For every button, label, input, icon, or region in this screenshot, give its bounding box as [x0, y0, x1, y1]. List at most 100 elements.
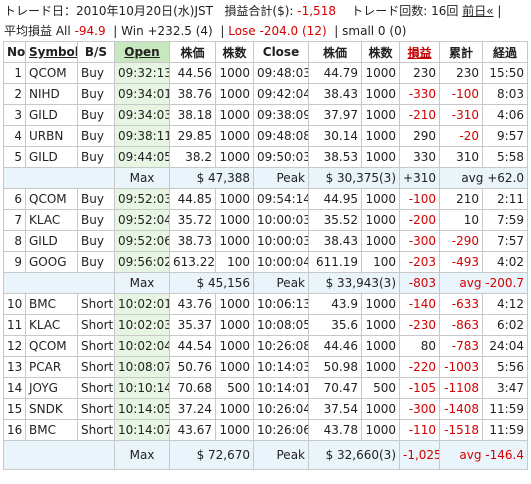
- prev-day-link[interactable]: 前日: [462, 4, 487, 18]
- cell-elapsed: 7:57: [482, 230, 528, 252]
- win-stats: Win +232.5 (4): [121, 24, 213, 38]
- table-row: 4 URBN Buy 09:38:11 29.85 1000 09:48:08 30.14 10…: [3, 125, 528, 147]
- cell-close-time: 09:54:14: [253, 188, 309, 210]
- cell-cumulative: -633: [439, 293, 483, 315]
- cell-no: 5: [3, 146, 26, 168]
- cell-close-price: 38.53: [308, 146, 362, 168]
- cell-open-price: 35.72: [169, 209, 216, 231]
- cell-open-price: 44.56: [169, 62, 216, 84]
- avg-pl-label: 平均損益: [4, 24, 53, 38]
- summary-peak-value: $ 32,660(3): [308, 440, 400, 470]
- cell-close-price: 35.6: [308, 314, 362, 336]
- cell-bs: Buy: [77, 146, 115, 168]
- cell-symbol: PCAR: [25, 356, 78, 378]
- col-header-elapsed: 経過: [482, 41, 528, 63]
- table-row: 5 GILD Buy 09:44:05 38.2 1000 09:50:03 38.53 100…: [3, 146, 528, 168]
- col-header-no: No: [3, 41, 26, 63]
- cell-close-price: 44.95: [308, 188, 362, 210]
- header-line-2: 平均損益 All -94.9 | Win +232.5 (4) | Lose -…: [0, 20, 531, 40]
- cell-close-time: 10:26:06: [253, 419, 309, 441]
- summary-max-label: Max: [114, 167, 170, 189]
- cell-open-time: 10:02:04: [114, 335, 170, 357]
- cell-open-shares: 1000: [215, 356, 254, 378]
- cell-bs: Buy: [77, 188, 115, 210]
- table-row: 16 BMC Short 10:14:07 43.67 1000 10:26:06 43.78…: [3, 419, 528, 441]
- cell-elapsed: 4:12: [482, 293, 528, 315]
- cell-pl: -105: [399, 377, 440, 399]
- cell-close-shares: 100: [361, 251, 400, 273]
- header-line-1: トレード日：2010年10月20日(水)JST 損益合計($): -1,518 …: [0, 0, 531, 20]
- separator: |: [497, 4, 502, 18]
- col-header-symbol[interactable]: Symbol: [25, 41, 78, 63]
- cell-close-shares: 1000: [361, 314, 400, 336]
- cell-open-shares: 1000: [215, 419, 254, 441]
- cell-close-time: 10:08:05: [253, 314, 309, 336]
- col-header-open-shares: 株数: [215, 41, 254, 63]
- cell-symbol: JOYG: [25, 377, 78, 399]
- date-label: トレード日：: [4, 4, 77, 18]
- cell-cumulative: 310: [439, 146, 483, 168]
- cell-cumulative: -1108: [439, 377, 483, 399]
- cell-elapsed: 9:57: [482, 125, 528, 147]
- cell-bs: Buy: [77, 209, 115, 231]
- cell-pl: 230: [399, 62, 440, 84]
- cell-pl: 290: [399, 125, 440, 147]
- separator: |: [113, 24, 118, 38]
- col-header-open[interactable]: Open: [114, 41, 170, 63]
- cell-close-price: 37.97: [308, 104, 362, 126]
- col-header-pl[interactable]: 損益: [399, 41, 440, 63]
- cell-open-time: 10:14:05: [114, 398, 170, 420]
- cell-close-shares: 1000: [361, 230, 400, 252]
- cell-close-time: 09:48:03: [253, 62, 309, 84]
- cell-close-shares: 1000: [361, 125, 400, 147]
- cell-bs: Buy: [77, 251, 115, 273]
- cell-open-shares: 1000: [215, 335, 254, 357]
- cell-close-shares: 1000: [361, 62, 400, 84]
- cell-close-price: 70.47: [308, 377, 362, 399]
- cell-open-price: 38.18: [169, 104, 216, 126]
- cell-close-price: 44.46: [308, 335, 362, 357]
- summary-spacer: [3, 440, 115, 470]
- cell-cumulative: -100: [439, 83, 483, 105]
- cell-bs: Short: [77, 314, 115, 336]
- cell-pl: -330: [399, 83, 440, 105]
- cell-bs: Buy: [77, 62, 115, 84]
- prev-arrow-link[interactable]: «: [486, 4, 494, 18]
- cell-open-price: 44.54: [169, 335, 216, 357]
- cell-bs: Buy: [77, 125, 115, 147]
- cell-bs: Buy: [77, 230, 115, 252]
- table-row: 1 QCOM Buy 09:32:13 44.56 1000 09:48:03 44.79 10…: [3, 62, 528, 84]
- cell-symbol: GILD: [25, 230, 78, 252]
- cell-bs: Buy: [77, 83, 115, 105]
- trade-table: No Symbol B/S Open 株価 株数 Close 株価 株数 損益 …: [3, 41, 528, 470]
- cell-no: 1: [3, 62, 26, 84]
- col-header-bs: B/S: [77, 41, 115, 63]
- summary-avg: avg -200.7: [439, 272, 528, 294]
- cell-cumulative: -783: [439, 335, 483, 357]
- separator: |: [220, 24, 225, 38]
- table-row: 10 BMC Short 10:02:01 43.76 1000 10:06:13 43.9 1…: [3, 293, 528, 315]
- cell-symbol: GILD: [25, 146, 78, 168]
- cell-pl: 330: [399, 146, 440, 168]
- cell-no: 11: [3, 314, 26, 336]
- pl-total-value: -1,518: [297, 4, 336, 18]
- cell-no: 14: [3, 377, 26, 399]
- cell-close-price: 611.19: [308, 251, 362, 273]
- cell-open-shares: 1000: [215, 293, 254, 315]
- all-label: All: [55, 24, 71, 38]
- cell-elapsed: 5:56: [482, 356, 528, 378]
- cell-close-time: 09:50:03: [253, 146, 309, 168]
- cell-open-price: 44.85: [169, 188, 216, 210]
- cell-pl: -300: [399, 398, 440, 420]
- cell-symbol: NIHD: [25, 83, 78, 105]
- summary-max-value: $ 45,156: [169, 272, 254, 294]
- table-row: 14 JOYG Short 10:10:14 70.68 500 10:14:01 70.47…: [3, 377, 528, 399]
- cell-elapsed: 6:02: [482, 314, 528, 336]
- cell-open-shares: 500: [215, 377, 254, 399]
- cell-close-shares: 1000: [361, 209, 400, 231]
- cell-pl: -140: [399, 293, 440, 315]
- table-row: 11 KLAC Short 10:02:03 35.37 1000 10:08:05 35.6…: [3, 314, 528, 336]
- cell-open-shares: 1000: [215, 83, 254, 105]
- cell-close-time: 09:48:08: [253, 125, 309, 147]
- cell-open-time: 09:32:13: [114, 62, 170, 84]
